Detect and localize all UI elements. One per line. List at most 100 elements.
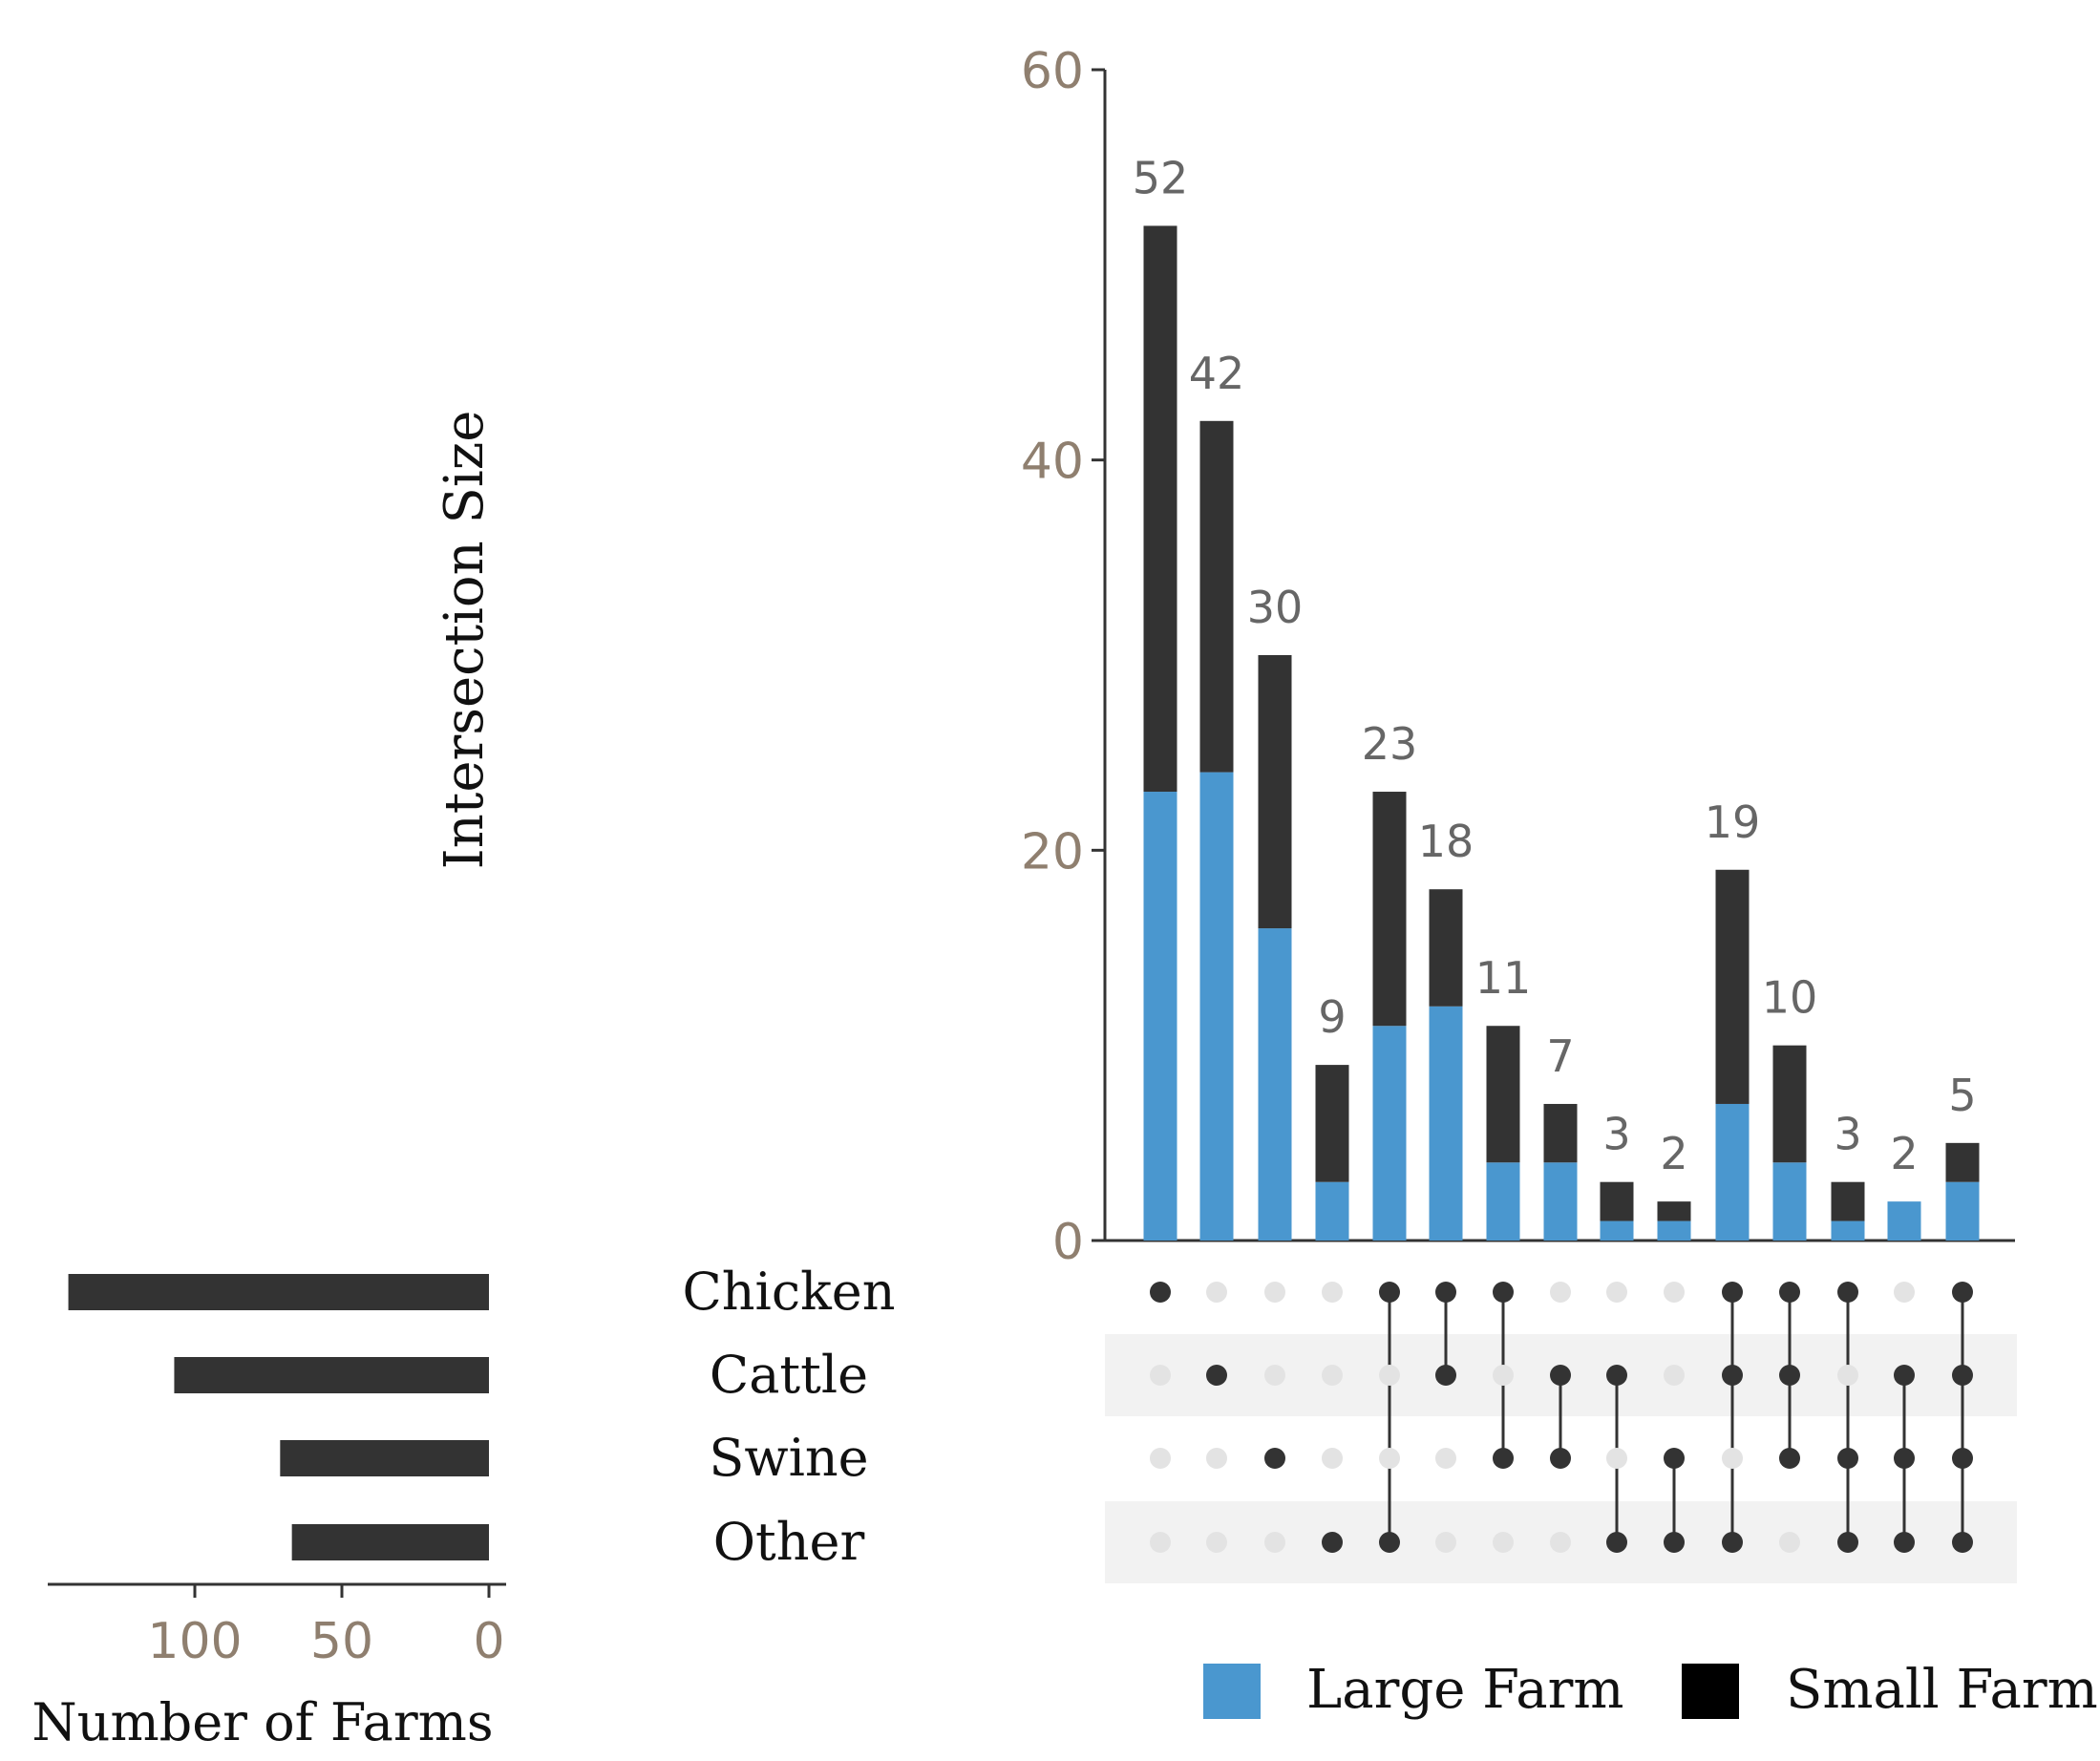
- bar-large-farm: [1315, 1181, 1349, 1241]
- matrix-dot-active: [1435, 1282, 1456, 1303]
- bar-value-label: 52: [1133, 152, 1189, 203]
- y-tick-label: 40: [1021, 434, 1084, 491]
- matrix-dot-active: [1493, 1282, 1514, 1303]
- bar-value-label: 2: [1660, 1128, 1687, 1179]
- bar-value-label: 23: [1362, 718, 1418, 770]
- matrix-dot-active: [1150, 1282, 1171, 1303]
- matrix-dot-active: [1379, 1282, 1400, 1303]
- bar-small-farm: [1657, 1201, 1691, 1221]
- matrix-dot-active: [1952, 1448, 1973, 1469]
- matrix-dot-active: [1952, 1365, 1973, 1386]
- matrix-dot-active: [1264, 1448, 1285, 1469]
- set-name-label: Cattle: [710, 1345, 868, 1405]
- bar-small-farm: [1372, 792, 1407, 1027]
- matrix-dot-active: [1894, 1532, 1915, 1553]
- matrix-dot-active: [1837, 1532, 1858, 1553]
- bar-value-label: 30: [1247, 582, 1304, 633]
- y-tick-label: 0: [1052, 1214, 1084, 1271]
- bar-value-label: 3: [1834, 1109, 1861, 1160]
- bar-value-label: 18: [1418, 816, 1474, 867]
- bar-value-label: 3: [1602, 1109, 1630, 1160]
- matrix-dot-active: [1894, 1448, 1915, 1469]
- matrix-dot-inactive: [1606, 1448, 1627, 1469]
- matrix-dot-inactive: [1150, 1365, 1171, 1386]
- matrix-dot-active: [1664, 1532, 1685, 1553]
- matrix-dot-inactive: [1606, 1282, 1627, 1303]
- matrix-dot-active: [1550, 1448, 1571, 1469]
- matrix-dot-active: [1722, 1532, 1743, 1553]
- set-size-bar: [291, 1524, 489, 1560]
- bar-large-farm: [1600, 1220, 1634, 1241]
- matrix-dot-active: [1837, 1448, 1858, 1469]
- bar-large-farm: [1772, 1162, 1807, 1241]
- set-name-label: Chicken: [682, 1262, 895, 1322]
- matrix-dot-active: [1722, 1365, 1743, 1386]
- set-name-label: Swine: [709, 1428, 868, 1488]
- bar-small-farm: [1772, 1045, 1807, 1163]
- matrix-dot-active: [1722, 1282, 1743, 1303]
- matrix-dot-active: [1606, 1365, 1627, 1386]
- set-size-tick-label: 50: [310, 1613, 373, 1670]
- bar-small-farm: [1143, 225, 1177, 793]
- matrix-dot-inactive: [1779, 1532, 1800, 1553]
- bar-large-farm: [1486, 1162, 1520, 1241]
- bar-large-farm: [1143, 792, 1177, 1241]
- matrix-dot-inactive: [1493, 1532, 1514, 1553]
- legend-label: Small Farm: [1786, 1659, 2098, 1721]
- set-size-bar: [174, 1357, 489, 1393]
- intersection-bars: [1143, 225, 1980, 1241]
- bar-large-farm: [1543, 1162, 1578, 1241]
- bar-large-farm: [1429, 1006, 1463, 1241]
- matrix-dot-inactive: [1264, 1365, 1285, 1386]
- matrix-dot-inactive: [1435, 1448, 1456, 1469]
- matrix-dot-inactive: [1493, 1365, 1514, 1386]
- matrix-dot-inactive: [1550, 1532, 1571, 1553]
- bar-large-farm: [1657, 1220, 1691, 1241]
- bar-value-label: 19: [1705, 796, 1761, 848]
- matrix-dot-inactive: [1894, 1282, 1915, 1303]
- bar-small-farm: [1199, 420, 1234, 773]
- matrix-dot-inactive: [1150, 1532, 1171, 1553]
- bar-small-farm: [1315, 1065, 1349, 1182]
- set-names: Chicken Cattle Swine Other: [682, 1262, 895, 1572]
- bar-small-farm: [1543, 1103, 1578, 1163]
- matrix-dot-inactive: [1206, 1448, 1227, 1469]
- matrix-dot-inactive: [1722, 1448, 1743, 1469]
- matrix-dot-inactive: [1664, 1365, 1685, 1386]
- matrix-dot-active: [1952, 1532, 1973, 1553]
- matrix-dot-inactive: [1150, 1448, 1171, 1469]
- bar-small-farm: [1831, 1181, 1865, 1221]
- bar-value-label: 11: [1475, 952, 1532, 1004]
- set-size-bars: [68, 1274, 489, 1560]
- matrix-dot-inactive: [1264, 1532, 1285, 1553]
- matrix-dot-active: [1550, 1365, 1571, 1386]
- matrix-dot-active: [1606, 1532, 1627, 1553]
- y-tick-label: 20: [1021, 823, 1084, 880]
- bar-small-farm: [1945, 1142, 1980, 1182]
- set-size-bar: [280, 1440, 489, 1476]
- matrix-dot-inactive: [1206, 1532, 1227, 1553]
- bar-small-farm: [1600, 1181, 1634, 1221]
- y-axis-label: Intersection Size: [434, 411, 496, 870]
- matrix-dot-active: [1206, 1365, 1227, 1386]
- matrix-dot-inactive: [1206, 1282, 1227, 1303]
- matrix-dot-active: [1493, 1448, 1514, 1469]
- bar-small-farm: [1429, 889, 1463, 1007]
- bar-small-farm: [1258, 655, 1292, 929]
- y-tick-label: 60: [1021, 43, 1084, 100]
- legend: Large Farm Small Farm: [1203, 1659, 2098, 1721]
- bar-large-farm: [1831, 1220, 1865, 1241]
- bar-value-label: 2: [1890, 1128, 1918, 1179]
- matrix-dot-active: [1837, 1282, 1858, 1303]
- matrix-dot-active: [1779, 1282, 1800, 1303]
- bar-value-label: 10: [1762, 972, 1818, 1024]
- set-size-axis: 100 50 0: [48, 1582, 506, 1670]
- matrix-dot-inactive: [1435, 1532, 1456, 1553]
- matrix-dot-inactive: [1379, 1448, 1400, 1469]
- matrix-dot-active: [1779, 1448, 1800, 1469]
- set-size-tick-label: 100: [147, 1613, 242, 1670]
- matrix-dot-inactive: [1379, 1365, 1400, 1386]
- bar-value-label: 7: [1546, 1030, 1574, 1082]
